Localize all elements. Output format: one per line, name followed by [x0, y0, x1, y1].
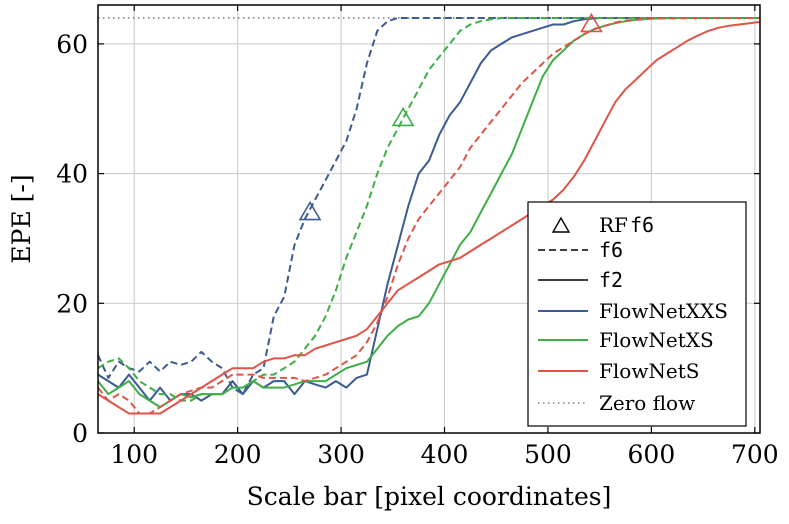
x-tick-label: 100 — [110, 440, 158, 469]
x-tick-label: 600 — [628, 440, 676, 469]
rf-marker-layer — [298, 12, 603, 221]
series-layer — [97, 17, 761, 415]
y-tick-label: 40 — [56, 160, 88, 189]
legend-zero-flow-label: Zero flow — [599, 391, 695, 415]
y-tick-label: 20 — [56, 289, 88, 318]
series-flownets-dashed — [97, 17, 760, 415]
legend-dashed-code: f6 — [599, 238, 623, 262]
x-tick-label: 400 — [421, 440, 469, 469]
legend-box — [527, 201, 747, 427]
legend-rf-code: f6 — [630, 213, 654, 237]
rf-marker-flownetxxs — [298, 200, 322, 221]
series-flownetxxs-solid — [97, 17, 760, 402]
legend-rf-label: RF — [599, 213, 628, 237]
x-tick-label: 300 — [317, 440, 365, 469]
plot-frame — [97, 4, 761, 434]
x-tick-label: 500 — [524, 440, 572, 469]
legend: RF f6 f6 f2 FlowNetXXS FlowNetXS FlowNet… — [527, 201, 747, 427]
x-axis-label: Scale bar [pixel coordinates] — [247, 482, 612, 511]
y-axis-label: EPE [-] — [7, 174, 36, 263]
rf-marker-flownets — [579, 12, 603, 33]
y-tick-label: 60 — [56, 30, 88, 59]
tick-layer: 100 200 300 400 500 600 700 0 20 40 60 — [56, 5, 779, 469]
rf-marker-flownetxs — [391, 106, 415, 127]
legend-rf-triangle-icon — [551, 216, 571, 233]
legend-flownetxxs-label: FlowNetXXS — [599, 299, 728, 323]
x-tick-label: 200 — [214, 440, 262, 469]
legend-flownets-label: FlowNetS — [599, 359, 700, 383]
series-flownetxxs-dashed — [97, 17, 760, 396]
series-flownets-solid — [97, 20, 761, 415]
x-tick-label: 700 — [731, 440, 779, 469]
series-flownetxs-solid — [97, 17, 760, 409]
legend-flownetxs-label: FlowNetXS — [599, 328, 714, 352]
legend-solid-code: f2 — [599, 268, 623, 292]
y-tick-label: 0 — [72, 419, 88, 448]
